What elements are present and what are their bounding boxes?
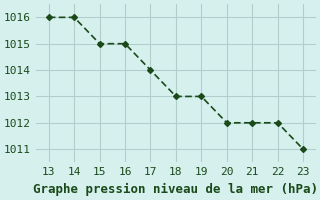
X-axis label: Graphe pression niveau de la mer (hPa): Graphe pression niveau de la mer (hPa) bbox=[33, 183, 318, 196]
